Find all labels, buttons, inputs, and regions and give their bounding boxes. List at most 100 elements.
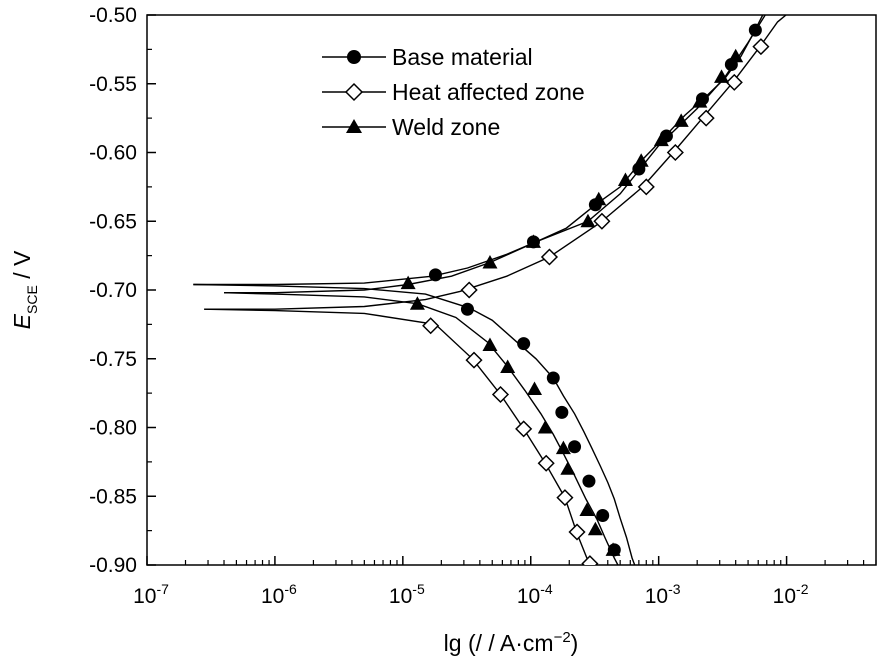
data-point-triangle (617, 172, 633, 186)
x-axis-title-close: ) (571, 630, 579, 656)
y-axis-title-subscript: SCE (24, 285, 40, 314)
data-point-diamond (540, 248, 559, 266)
data-markers (400, 23, 770, 565)
data-point-diamond (537, 454, 555, 472)
data-point-circle (596, 509, 610, 522)
data-point-triangle (728, 48, 744, 63)
x-tick-label: 10-4 (517, 581, 553, 608)
legend-label-heat-affected-zone: Heat affected zone (392, 79, 585, 105)
x-tick-label-exponent: -7 (156, 581, 169, 597)
data-point-circle (546, 371, 560, 385)
data-point-diamond (697, 109, 715, 127)
data-point-triangle (653, 132, 669, 147)
data-point-triangle (537, 420, 553, 434)
x-tick-label-exponent: -6 (284, 581, 297, 597)
legend-label-base-material: Base material (392, 44, 533, 70)
x-tick-label-base: 10 (645, 585, 668, 608)
data-point-triangle (482, 255, 498, 269)
x-tick-label-exponent: -2 (796, 581, 809, 597)
data-point-diamond (556, 489, 574, 507)
x-tick-label-exponent: -5 (412, 581, 425, 597)
x-tick-label: 10-7 (133, 581, 169, 608)
legend-marker-circle (347, 50, 361, 64)
data-point-triangle (482, 337, 498, 351)
y-tick-labels: -0.90 -0.85 -0.80 -0.75 -0.70 -0.65 -0.60 -0.55… (89, 4, 137, 577)
y-tick-label: -0.75 (89, 348, 137, 371)
x-tick-label-base: 10 (773, 585, 796, 608)
x-axis-title-superscript: −2 (554, 629, 571, 646)
x-tick-label-base: 10 (517, 585, 540, 608)
data-point-triangle (673, 113, 689, 127)
data-point-triangle (633, 153, 649, 167)
y-tick-label: -0.80 (89, 417, 137, 440)
data-point-diamond (752, 38, 770, 56)
data-point-triangle (560, 461, 576, 475)
legend-marker-diamond (344, 82, 364, 102)
data-point-triangle (580, 213, 596, 228)
legend-label-weld-zone: Weld zone (392, 114, 500, 140)
series-2-cathodic-line (223, 292, 619, 565)
series-0-cathodic-line (193, 283, 636, 565)
data-point-diamond (666, 143, 684, 162)
x-tick-label-base: 10 (261, 585, 284, 608)
y-tick-label: -0.60 (89, 142, 137, 165)
data-point-triangle (527, 381, 543, 395)
data-point-diamond (581, 555, 599, 565)
data-point-diamond (460, 281, 478, 299)
x-tick-label-exponent: -3 (668, 581, 681, 597)
legend: Base material Heat affected zone Weld zo… (322, 44, 585, 140)
x-tick-label: 10-3 (645, 581, 681, 608)
x-tick-label-base: 10 (133, 585, 156, 608)
data-point-circle (460, 302, 474, 316)
data-point-circle (582, 474, 596, 488)
x-axis-title: lg (/ / A·cm−2) (444, 629, 579, 656)
x-tick-labels: 10-7 10-6 10-5 10-4 10-3 10-2 (133, 581, 809, 608)
x-axis-title-main: lg (/ / A·cm (444, 630, 554, 656)
data-point-triangle (579, 502, 595, 516)
data-point-triangle (400, 275, 416, 290)
data-point-diamond (465, 351, 483, 369)
legend-marker-triangle (346, 119, 362, 133)
data-point-diamond (593, 212, 611, 230)
x-tick-label: 10-2 (773, 581, 809, 608)
data-point-diamond (515, 420, 533, 438)
data-point-diamond (637, 178, 655, 196)
data-point-triangle (525, 234, 541, 248)
legend-item-heat-affected-zone: Heat affected zone (322, 79, 585, 105)
y-axis-title-symbol: E (9, 313, 35, 329)
data-point-triangle (587, 521, 603, 536)
y-tick-label: -0.90 (89, 554, 137, 577)
y-tick-label: -0.55 (89, 73, 137, 96)
legend-item-base-material: Base material (322, 44, 533, 70)
data-point-diamond (422, 317, 440, 335)
y-tick-label: -0.50 (89, 4, 137, 27)
data-point-circle (517, 337, 531, 351)
data-point-triangle (714, 69, 730, 83)
data-point-diamond (491, 385, 510, 404)
y-axis-title: ESCE / V (9, 250, 40, 329)
data-point-triangle (591, 191, 607, 206)
x-tick-label: 10-5 (389, 581, 425, 608)
legend-item-weld-zone: Weld zone (322, 114, 500, 140)
data-point-circle (568, 440, 582, 454)
data-point-triangle (555, 440, 571, 455)
x-tick-label-exponent: -4 (540, 581, 553, 597)
y-tick-label: -0.85 (89, 485, 137, 508)
y-tick-label: -0.70 (89, 279, 137, 302)
y-tick-label: -0.65 (89, 210, 137, 233)
x-tick-label-base: 10 (389, 585, 412, 608)
series-1-cathodic-line (204, 308, 593, 565)
x-tick-label: 10-6 (261, 581, 297, 608)
data-point-circle (555, 405, 569, 419)
data-point-triangle (409, 296, 425, 310)
data-point-circle (428, 268, 442, 282)
data-point-circle (748, 23, 762, 37)
data-point-triangle (500, 359, 516, 373)
data-point-triangle (692, 94, 708, 108)
data-point-diamond (725, 73, 743, 91)
tick-marks (146, 14, 877, 566)
data-point-diamond (568, 523, 586, 541)
series-0-anodic-line (193, 15, 764, 286)
